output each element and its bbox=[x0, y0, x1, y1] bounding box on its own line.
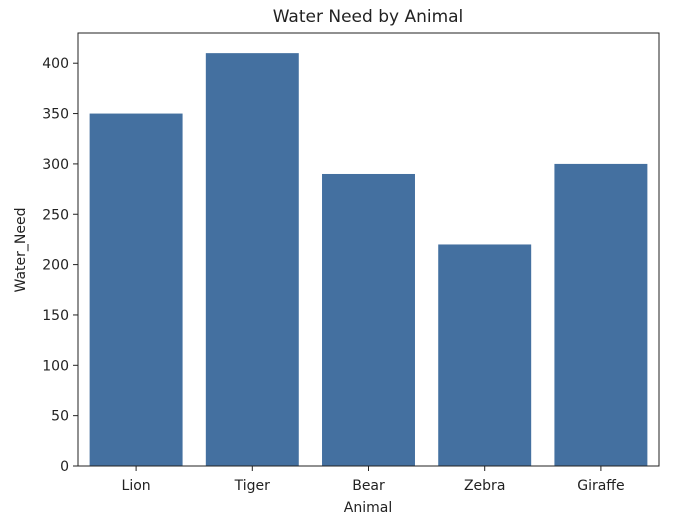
y-tick-label: 100 bbox=[42, 358, 69, 374]
y-tick-label: 150 bbox=[42, 308, 69, 324]
y-tick-label: 300 bbox=[42, 157, 69, 173]
bar-giraffe bbox=[554, 163, 648, 466]
chart-title: Water Need by Animal bbox=[273, 7, 464, 27]
y-tick-label: 0 bbox=[60, 459, 69, 475]
y-tick-label: 400 bbox=[42, 56, 69, 72]
x-axis-ticks: Lion Tiger Bear Zebra Giraffe bbox=[122, 466, 625, 494]
y-axis-ticks: 0 50 100 150 200 250 300 350 400 bbox=[42, 56, 78, 475]
y-tick-label: 50 bbox=[51, 409, 69, 425]
y-axis-label: Water_Need bbox=[13, 208, 29, 293]
x-tick-label: Giraffe bbox=[577, 478, 624, 494]
x-tick-label: Tiger bbox=[234, 478, 271, 494]
x-tick-label: Bear bbox=[352, 478, 385, 494]
bar-zebra bbox=[438, 244, 532, 466]
y-tick-label: 250 bbox=[42, 207, 69, 223]
y-tick-label: 350 bbox=[42, 107, 69, 123]
bars-group bbox=[89, 53, 648, 467]
bar-tiger bbox=[205, 53, 299, 467]
bar-bear bbox=[322, 173, 415, 466]
bar-lion bbox=[89, 113, 183, 466]
y-tick-label: 200 bbox=[42, 258, 69, 274]
x-axis-label: Animal bbox=[344, 500, 392, 516]
plot-frame bbox=[77, 32, 660, 467]
x-tick-label: Lion bbox=[122, 478, 151, 494]
x-tick-label: Zebra bbox=[464, 478, 505, 494]
